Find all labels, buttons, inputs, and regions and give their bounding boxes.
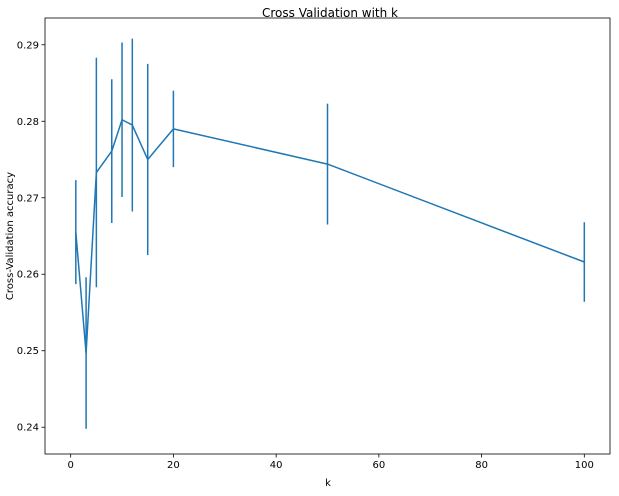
y-tick-label: 0.24 xyxy=(17,423,39,434)
y-tick-label: 0.25 xyxy=(17,346,39,357)
y-tick-label: 0.29 xyxy=(17,40,39,51)
y-axis-label: Cross-Validation accuracy xyxy=(5,172,16,300)
x-tick-label: 20 xyxy=(167,460,180,471)
chart-title: Cross Validation with k xyxy=(262,6,398,20)
x-tick-label: 80 xyxy=(475,460,488,471)
y-tick-label: 0.27 xyxy=(17,193,39,204)
x-tick-label: 60 xyxy=(372,460,385,471)
plot-area-frame xyxy=(44,17,611,455)
x-tick-label: 0 xyxy=(67,460,73,471)
x-axis-label: k xyxy=(325,478,331,489)
y-tick-label: 0.26 xyxy=(17,270,39,281)
x-tick-label: 100 xyxy=(575,460,594,471)
x-tick-label: 40 xyxy=(270,460,283,471)
y-tick-label: 0.28 xyxy=(17,117,39,128)
accuracy-line xyxy=(75,118,585,354)
